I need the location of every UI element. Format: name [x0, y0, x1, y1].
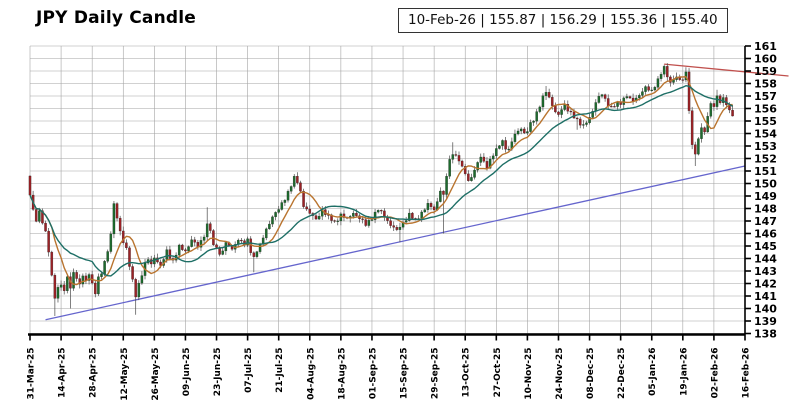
info-date: 10-Feb-26 [408, 12, 477, 28]
x-tick-label: 02-Feb-26 [710, 348, 720, 399]
y-tick-label: 148 [754, 203, 777, 216]
y-tick-label: 154 [754, 128, 777, 141]
x-tick-label: 08-Dec-25 [586, 348, 596, 399]
x-tick-label: 19-Jan-26 [679, 348, 689, 396]
y-tick-label: 138 [754, 328, 777, 341]
x-tick-label: 29-Sep-25 [431, 348, 441, 400]
y-tick-label: 160 [754, 53, 777, 66]
y-tick-label: 158 [754, 78, 777, 91]
y-tick-label: 156 [754, 103, 777, 116]
info-high: 156.29 [549, 12, 597, 28]
x-tick-label: 16-Feb-26 [742, 348, 752, 399]
y-tick-label: 143 [754, 265, 777, 278]
x-tick-label: 18-Aug-25 [337, 348, 347, 400]
y-tick-label: 139 [754, 315, 777, 328]
x-tick-label: 13-Oct-25 [462, 348, 472, 398]
y-tick-label: 145 [754, 240, 777, 253]
info-close: 155.40 [670, 12, 718, 28]
x-tick-label: 15-Sep-25 [400, 348, 410, 400]
x-tick-label: 26-May-25 [151, 348, 161, 400]
x-tick-label: 31-Mar-25 [27, 348, 37, 400]
resistance-trendline [664, 63, 789, 77]
info-sep-4: | [657, 12, 671, 28]
x-tick-label: 28-Apr-25 [89, 348, 99, 398]
y-tick-label: 149 [754, 190, 777, 203]
y-tick-label: 153 [754, 140, 777, 153]
y-tick-label: 161 [754, 40, 777, 53]
x-tick-label: 22-Dec-25 [617, 348, 627, 399]
info-low: 155.36 [609, 12, 658, 28]
x-tick-label: 05-Jan-26 [648, 348, 658, 396]
y-tick-label: 142 [754, 278, 777, 291]
x-tick-label: 27-Oct-25 [493, 347, 503, 397]
x-tick-label: 10-Nov-25 [524, 348, 534, 400]
support-trendline [45, 165, 746, 321]
x-tick-label: 04-Aug-25 [306, 348, 316, 400]
x-tick-label: 01-Sep-25 [368, 348, 378, 400]
y-tick-label: 144 [754, 253, 777, 266]
x-tick-label: 12-May-25 [120, 348, 130, 400]
x-tick-label: 24-Nov-25 [555, 348, 565, 400]
slow-ma [29, 84, 733, 277]
y-tick-label: 140 [754, 303, 777, 316]
page-title: JPY Daily Candle [36, 8, 197, 28]
x-tick-label: 09-Jun-25 [182, 348, 192, 397]
info-open: 155.87 [489, 12, 537, 28]
y-tick-label: 150 [754, 178, 777, 191]
x-tick-label: 21-Jul-25 [275, 348, 285, 393]
x-tick-label: 14-Apr-25 [58, 348, 68, 398]
ohlc-info-box: 10-Feb-26 | 155.87 | 156.29 | 155.36 | 1… [398, 8, 728, 33]
y-tick-label: 157 [754, 90, 777, 103]
y-tick-label: 147 [754, 215, 777, 228]
x-tick-label: 07-Jul-25 [244, 348, 254, 393]
x-tick-label: 23-Jun-25 [213, 348, 223, 397]
y-tick-label: 146 [754, 228, 777, 241]
y-tick-label: 141 [754, 290, 777, 303]
y-tick-label: 155 [754, 115, 777, 128]
info-sep-1: | [476, 12, 490, 28]
info-sep-3: | [596, 12, 610, 28]
y-tick-label: 151 [754, 165, 777, 178]
info-sep-2: | [536, 12, 550, 28]
y-tick-label: 159 [754, 65, 777, 78]
y-tick-label: 152 [754, 153, 777, 166]
